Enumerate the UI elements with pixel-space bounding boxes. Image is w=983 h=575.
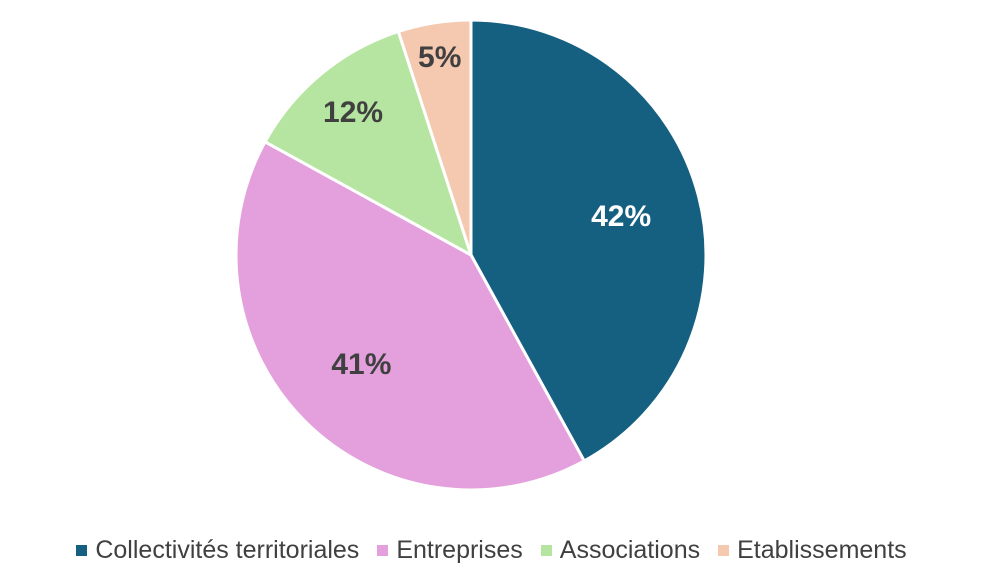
legend-swatch [718, 544, 730, 556]
legend-item-etablissements: Etablissements [718, 536, 907, 565]
legend-swatch [377, 544, 389, 556]
legend-label: Collectivités territoriales [95, 535, 360, 564]
legend-item-associations: Associations [540, 535, 701, 565]
legend-swatch [76, 544, 88, 556]
pie-slice [263, 30, 473, 257]
pie-chart: 42% 41% 12% 5% [234, 18, 708, 492]
legend-label: Etablissements [737, 535, 907, 564]
slice-data-label: 41% [331, 348, 391, 381]
pie-slice [396, 18, 473, 257]
slice-data-label: 12% [323, 96, 383, 129]
legend-swatch [540, 544, 552, 556]
slice-data-label: 5% [418, 41, 461, 74]
legend-item-entreprises: Entreprises [377, 535, 523, 565]
pie-slice [469, 18, 708, 463]
slice-data-label: 42% [591, 200, 651, 233]
legend: Collectivités territoriales Entreprises … [0, 530, 983, 570]
legend-item-collectivites: Collectivités territoriales [76, 536, 359, 565]
legend-label: Associations [559, 535, 701, 564]
pie-slice [234, 140, 586, 492]
legend-label: Entreprises [396, 535, 523, 564]
